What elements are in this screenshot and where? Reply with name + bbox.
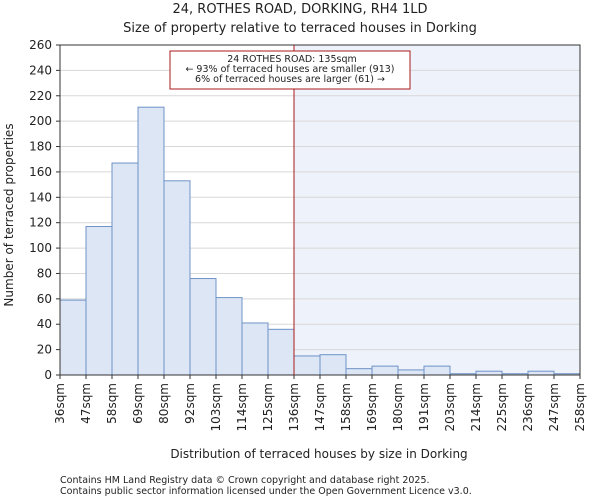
y-tick-label-60: 60 bbox=[37, 292, 52, 306]
bars bbox=[59, 106, 581, 376]
bar-69sqm bbox=[137, 106, 165, 376]
x-tick-label-58sqm: 58sqm bbox=[105, 383, 119, 424]
footer-line-1: Contains HM Land Registry data © Crown c… bbox=[60, 475, 430, 486]
x-tick-label-125sqm: 125sqm bbox=[261, 383, 275, 431]
x-tick-label-247sqm: 247sqm bbox=[547, 383, 561, 431]
bar-58sqm bbox=[111, 162, 139, 376]
x-tick-label-69sqm: 69sqm bbox=[131, 383, 145, 424]
bar-103sqm bbox=[215, 297, 243, 376]
bar-214sqm bbox=[475, 370, 503, 376]
chart-title: 24, ROTHES ROAD, DORKING, RH4 1LD bbox=[172, 2, 427, 17]
y-tick-label-160: 160 bbox=[29, 165, 52, 179]
x-tick-label-191sqm: 191sqm bbox=[417, 383, 431, 431]
y-tick-label-120: 120 bbox=[29, 216, 52, 230]
bar-80sqm bbox=[163, 180, 191, 376]
x-tick-label-47sqm: 47sqm bbox=[79, 383, 93, 424]
x-tick-label-258sqm: 258sqm bbox=[573, 383, 587, 431]
y-axis-ticks: 0 20 40 60 80 100 120 140 160 180 200 220 240 260 bbox=[29, 38, 60, 382]
x-axis-ticks: 36sqm 47sqm 58sqm 69sqm 80sqm 92sqm 103sqm 114s… bbox=[53, 375, 587, 431]
x-tick-label-136sqm: 136sqm bbox=[287, 383, 301, 431]
annotation-line-1: 24 ROTHES ROAD: 135sqm bbox=[227, 54, 357, 65]
x-tick-label-236sqm: 236sqm bbox=[521, 383, 535, 431]
y-tick-label-220: 220 bbox=[29, 89, 52, 103]
x-tick-label-36sqm: 36sqm bbox=[53, 383, 67, 424]
x-tick-label-147sqm: 147sqm bbox=[313, 383, 327, 431]
bar-92sqm bbox=[189, 278, 217, 376]
x-tick-label-214sqm: 214sqm bbox=[469, 383, 483, 431]
y-tick-label-80: 80 bbox=[37, 266, 52, 280]
y-tick-label-40: 40 bbox=[37, 317, 52, 331]
annotation-line-2: ← 93% of terraced houses are smaller (91… bbox=[185, 64, 394, 75]
y-tick-label-0: 0 bbox=[44, 368, 52, 382]
y-tick-label-200: 200 bbox=[29, 114, 52, 128]
y-axis-label: Number of terraced properties bbox=[2, 123, 16, 306]
annotation-box: 24 ROTHES ROAD: 135sqm ← 93% of terraced… bbox=[169, 50, 411, 90]
chart-subtitle: Size of property relative to terraced ho… bbox=[123, 21, 477, 36]
bar-136sqm bbox=[293, 355, 321, 376]
bar-36sqm bbox=[59, 299, 87, 376]
x-tick-label-203sqm: 203sqm bbox=[443, 383, 457, 431]
x-tick-label-80sqm: 80sqm bbox=[157, 383, 171, 424]
x-tick-label-180sqm: 180sqm bbox=[391, 383, 405, 431]
x-tick-label-114sqm: 114sqm bbox=[235, 383, 249, 431]
bar-169sqm bbox=[371, 365, 399, 376]
y-tick-label-100: 100 bbox=[29, 241, 52, 255]
x-tick-label-225sqm: 225sqm bbox=[495, 383, 509, 431]
y-tick-label-140: 140 bbox=[29, 190, 52, 204]
annotation-line-3: 6% of terraced houses are larger (61) → bbox=[195, 74, 385, 85]
bar-191sqm bbox=[423, 365, 451, 376]
x-tick-label-169sqm: 169sqm bbox=[365, 383, 379, 431]
bar-158sqm bbox=[345, 368, 373, 376]
bar-114sqm bbox=[241, 322, 269, 376]
x-tick-label-158sqm: 158sqm bbox=[339, 383, 353, 431]
bar-147sqm bbox=[319, 354, 347, 376]
bar-236sqm bbox=[527, 370, 555, 376]
x-axis-label: Distribution of terraced houses by size … bbox=[170, 447, 467, 461]
y-tick-label-20: 20 bbox=[37, 343, 52, 357]
annotation-frame bbox=[169, 50, 411, 90]
y-tick-label-240: 240 bbox=[29, 63, 52, 77]
x-tick-label-103sqm: 103sqm bbox=[209, 383, 223, 431]
y-tick-label-260: 260 bbox=[29, 38, 52, 52]
bar-47sqm bbox=[85, 226, 113, 376]
footer-line-2: Contains public sector information licen… bbox=[60, 486, 472, 497]
y-tick-label-180: 180 bbox=[29, 140, 52, 154]
bar-125sqm bbox=[267, 328, 295, 376]
highlight-region bbox=[294, 45, 580, 375]
x-tick-label-92sqm: 92sqm bbox=[183, 383, 197, 424]
bar-180sqm bbox=[397, 369, 425, 376]
